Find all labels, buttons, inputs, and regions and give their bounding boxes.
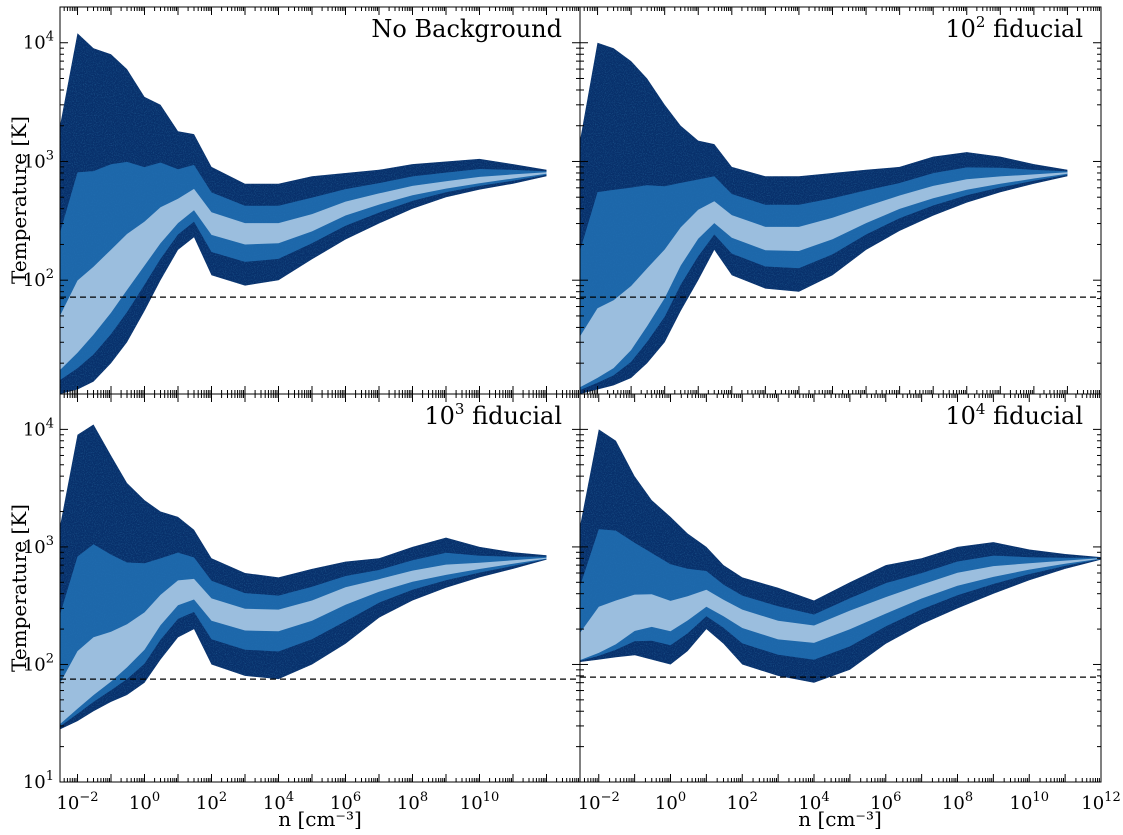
- y-tick-label: 102: [23, 651, 54, 675]
- panel-10-4-fiducial: 10−2 100 102 104 106 108 1010 1012 104 fiducial: [578, 393, 1121, 814]
- density-speckle: [60, 424, 547, 730]
- x-tick-label: 104: [263, 790, 294, 814]
- panel-frame: [579, 393, 1102, 783]
- x-tick-label: 1012: [1081, 790, 1120, 814]
- x-tick-label: 100: [129, 790, 160, 814]
- density-core-band: [580, 172, 1068, 388]
- y-tick-label: 102: [23, 267, 54, 291]
- y-tick-label: 103: [23, 148, 54, 172]
- x-tick-label: 1010: [460, 790, 499, 814]
- density-core-band: [580, 558, 1101, 661]
- x-tick-label: 108: [942, 790, 973, 814]
- panel-10-2-fiducial: 102 fiducial: [579, 6, 1102, 395]
- y-tick-label: 104: [23, 30, 54, 54]
- x-axis-title-right: n [cm⁻³]: [798, 807, 882, 831]
- y-tick-label: 101: [23, 769, 54, 793]
- x-tick-label: 106: [870, 790, 901, 814]
- density-layers: [60, 33, 547, 394]
- density-mid-band: [580, 529, 1101, 661]
- x-axis-title-left: n [cm⁻³]: [278, 807, 362, 831]
- y-tick-label: 103: [23, 534, 54, 558]
- density-core-band: [60, 557, 547, 725]
- panel-label: 103 fiducial: [424, 400, 562, 430]
- y-axis-title-top: Temperature [K]: [7, 116, 31, 284]
- panel-10-3-fiducial: 101 102 103 104 10−2 100 102 104 106 108 1010 103 f…: [23, 393, 581, 814]
- panel-label: No Background: [371, 15, 562, 43]
- x-tick-label: 10−2: [56, 790, 98, 814]
- y-axis-title-bottom: Temperature [K]: [7, 504, 31, 672]
- panel-label: 104 fiducial: [945, 400, 1083, 430]
- x-tick-label: 100: [655, 790, 686, 814]
- x-tick-label: 102: [196, 790, 227, 814]
- x-tick-label: 10−2: [578, 790, 620, 814]
- x-tick-label: 106: [330, 790, 361, 814]
- y-tick-label: 104: [23, 416, 54, 440]
- x-tick-label: 1010: [1010, 790, 1049, 814]
- x-tick-label: 104: [798, 790, 829, 814]
- density-layers: [60, 424, 547, 730]
- x-tick-label: 108: [397, 790, 428, 814]
- panel-no-background: 102 103 104 No Background: [23, 6, 581, 395]
- density-speckle: [580, 429, 1101, 683]
- panel-label: 102 fiducial: [945, 13, 1083, 43]
- x-tick-label: 102: [727, 790, 758, 814]
- density-layers: [580, 429, 1101, 683]
- density-layers: [580, 42, 1068, 394]
